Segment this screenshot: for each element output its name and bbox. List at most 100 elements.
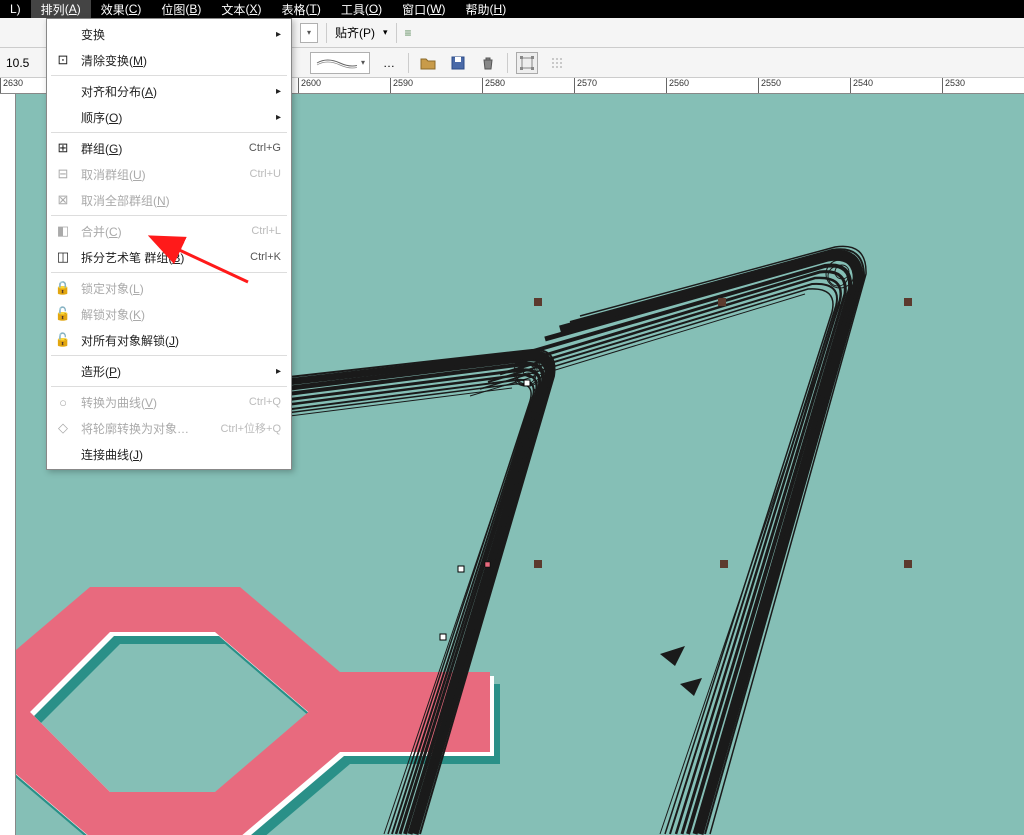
toolbar-dropdown-1[interactable]: ▾ <box>300 23 318 43</box>
menu-item[interactable]: ◫ 拆分艺术笔 群组(B)Ctrl+K <box>47 244 291 270</box>
menu-divider <box>51 386 287 387</box>
menu-item[interactable]: 🔓 对所有对象解锁(J) <box>47 327 291 353</box>
menu-item-icon: 🔓 <box>53 332 73 348</box>
menu-item-shortcut: Ctrl+位移+Q <box>220 420 281 436</box>
menubar: L) 排列(A) 效果(C) 位图(B) 文本(X) 表格(T) 工具(O) 窗… <box>0 0 1024 18</box>
menu-item-icon: 🔓 <box>53 306 73 322</box>
menu-item-label: 拆分艺术笔 群组(B) <box>81 249 250 266</box>
menu-item-label: 清除变换(M) <box>81 52 281 69</box>
menu-item-label: 顺序(O) <box>81 109 276 126</box>
menu-item-label: 对齐和分布(A) <box>81 83 276 100</box>
snap-caret[interactable]: ▾ <box>383 27 388 38</box>
menu-table[interactable]: 表格(T) <box>271 0 330 18</box>
menu-item-icon: ○ <box>53 395 73 410</box>
ruler-tick: 2550 <box>758 78 781 93</box>
menu-item[interactable]: ⊞ 群组(G)Ctrl+G <box>47 135 291 161</box>
menu-item-icon: ⊞ <box>53 140 73 156</box>
bounding-box-icon[interactable] <box>516 52 538 74</box>
save-icon[interactable] <box>447 52 469 74</box>
submenu-arrow-icon: ▸ <box>276 29 281 40</box>
menu-item-shortcut: Ctrl+L <box>251 225 281 237</box>
menu-item-label: 解锁对象(K) <box>81 306 281 323</box>
menu-item[interactable]: 顺序(O)▸ <box>47 104 291 130</box>
separator <box>507 53 508 73</box>
menu-item-label: 取消群组(U) <box>81 166 250 183</box>
brush-preview-dropdown[interactable]: ▾ <box>310 52 370 74</box>
menu-item-label: 锁定对象(L) <box>81 280 281 297</box>
menu-item-icon: ⊠ <box>53 192 73 208</box>
menu-item[interactable]: ⊡ 清除变换(M) <box>47 47 291 73</box>
menu-tools[interactable]: 工具(O) <box>331 0 392 18</box>
menu-item[interactable]: 对齐和分布(A)▸ <box>47 78 291 104</box>
menu-item-shortcut: Ctrl+U <box>250 168 281 180</box>
menu-item-icon: ⊟ <box>53 166 73 182</box>
delete-icon[interactable] <box>477 52 499 74</box>
menu-item: 🔓 解锁对象(K) <box>47 301 291 327</box>
menu-item-label: 将轮廓转换为对象… <box>81 420 220 437</box>
menu-item-label: 对所有对象解锁(J) <box>81 332 281 349</box>
menu-item-label: 变换 <box>81 26 276 43</box>
separator <box>408 53 409 73</box>
menu-item: ○ 转换为曲线(V)Ctrl+Q <box>47 389 291 415</box>
menu-item: ⊟ 取消群组(U)Ctrl+U <box>47 161 291 187</box>
menu-item-icon: ◧ <box>53 223 73 239</box>
menu-item[interactable]: 连接曲线(J) <box>47 441 291 467</box>
selection-handle[interactable] <box>718 298 726 306</box>
menu-item-label: 连接曲线(J) <box>81 446 281 463</box>
menu-arrange[interactable]: 排列(A) <box>31 0 91 18</box>
selection-handle[interactable] <box>904 560 912 568</box>
menu-divider <box>51 132 287 133</box>
ruler-vertical <box>0 94 16 835</box>
menu-item: ◇ 将轮廓转换为对象…Ctrl+位移+Q <box>47 415 291 441</box>
options-icon[interactable]: ≡ <box>405 26 412 40</box>
menu-item-label: 转换为曲线(V) <box>81 394 249 411</box>
separator <box>326 23 327 43</box>
menu-effects[interactable]: 效果(C) <box>91 0 152 18</box>
menu-item: ⊠ 取消全部群组(N) <box>47 187 291 213</box>
submenu-arrow-icon: ▸ <box>276 86 281 97</box>
selection-handle[interactable] <box>720 560 728 568</box>
menu-item[interactable]: 变换▸ <box>47 21 291 47</box>
ruler-tick: 2590 <box>390 78 413 93</box>
selection-handle[interactable] <box>534 560 542 568</box>
menu-item-label: 合并(C) <box>81 223 251 240</box>
menu-divider <box>51 75 287 76</box>
separator <box>396 23 397 43</box>
menu-item: 🔒锁定对象(L) <box>47 275 291 301</box>
selection-handle[interactable] <box>534 298 542 306</box>
ruler-tick: 2540 <box>850 78 873 93</box>
menu-divider <box>51 272 287 273</box>
snap-label[interactable]: 贴齐(P) <box>335 24 375 41</box>
ruler-tick: 2560 <box>666 78 689 93</box>
menu-item: ◧ 合并(C)Ctrl+L <box>47 218 291 244</box>
value-field[interactable]: 10.5 <box>6 56 34 70</box>
selection-handle[interactable] <box>904 298 912 306</box>
ruler-tick: 2580 <box>482 78 505 93</box>
menu-item-label: 造形(P) <box>81 363 276 380</box>
menu-layout[interactable]: L) <box>0 0 31 18</box>
menu-text[interactable]: 文本(X) <box>211 0 271 18</box>
ruler-tick: 2530 <box>942 78 965 93</box>
menu-help[interactable]: 帮助(H) <box>456 0 517 18</box>
arrange-menu: 变换▸⊡清除变换(M)对齐和分布(A)▸顺序(O)▸⊞群组(G)Ctrl+G⊟取… <box>46 18 292 470</box>
menu-divider <box>51 215 287 216</box>
menu-item[interactable]: 造形(P)▸ <box>47 358 291 384</box>
folder-open-icon[interactable] <box>417 52 439 74</box>
menu-item-label: 群组(G) <box>81 140 249 157</box>
ellipsis-button[interactable]: … <box>378 52 400 74</box>
menu-item-shortcut: Ctrl+G <box>249 142 281 154</box>
menu-item-label: 取消全部群组(N) <box>81 192 281 209</box>
ruler-tick: 2600 <box>298 78 321 93</box>
menu-item-icon: ⊡ <box>53 52 73 68</box>
menu-bitmap[interactable]: 位图(B) <box>151 0 211 18</box>
submenu-arrow-icon: ▸ <box>276 366 281 377</box>
ruler-tick: 2630 <box>0 78 23 93</box>
menu-item-shortcut: Ctrl+K <box>250 251 281 263</box>
submenu-arrow-icon: ▸ <box>276 112 281 123</box>
menu-item-icon: ◇ <box>53 420 73 436</box>
ruler-tick: 2570 <box>574 78 597 93</box>
grid-icon[interactable] <box>546 52 568 74</box>
menu-item-icon: ◫ <box>53 249 73 265</box>
menu-item-shortcut: Ctrl+Q <box>249 396 281 408</box>
menu-window[interactable]: 窗口(W) <box>392 0 455 18</box>
